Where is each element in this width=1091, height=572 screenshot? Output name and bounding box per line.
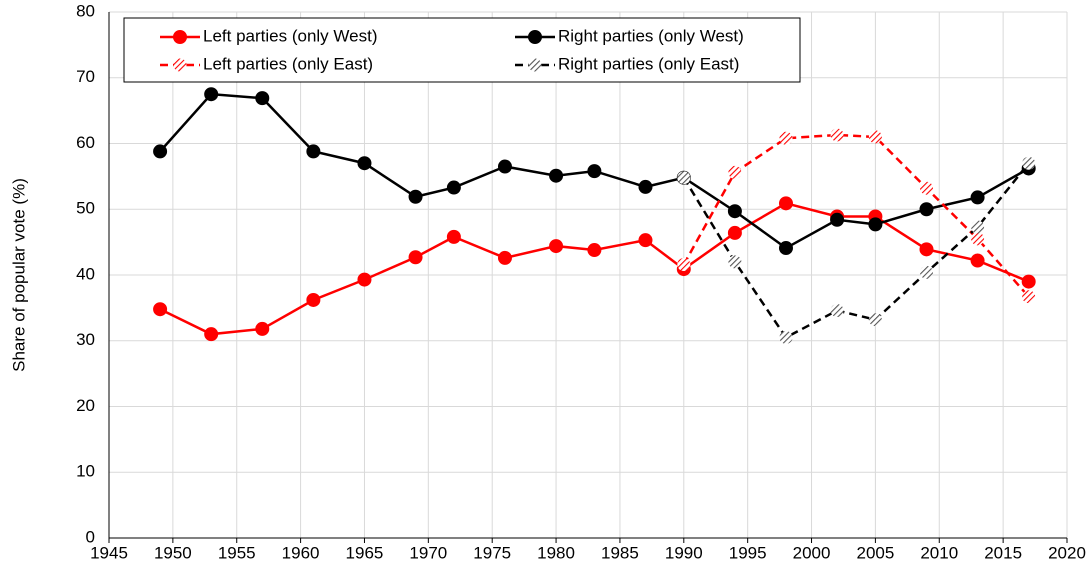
data-point bbox=[1022, 290, 1036, 304]
data-point bbox=[728, 165, 742, 179]
series-line bbox=[682, 133, 1030, 298]
data-point bbox=[357, 156, 372, 171]
legend-marker bbox=[528, 30, 542, 44]
x-tick-label: 1965 bbox=[346, 543, 384, 562]
y-tick-label: 20 bbox=[76, 396, 95, 415]
data-point bbox=[446, 180, 461, 195]
x-tick-label: 1985 bbox=[601, 543, 639, 562]
x-tick-label: 1945 bbox=[90, 543, 128, 562]
x-tick-label: 1950 bbox=[154, 543, 192, 562]
data-point bbox=[727, 225, 742, 240]
data-point bbox=[919, 265, 933, 279]
data-point bbox=[970, 190, 985, 205]
data-point bbox=[971, 220, 985, 234]
data-point bbox=[868, 130, 882, 144]
data-point bbox=[587, 164, 602, 179]
x-tick-label: 1975 bbox=[473, 543, 511, 562]
data-point bbox=[677, 171, 691, 185]
x-tick-label: 2000 bbox=[793, 543, 831, 562]
data-point bbox=[868, 217, 883, 232]
data-point bbox=[255, 321, 270, 336]
data-point bbox=[638, 179, 653, 194]
x-tick-label: 1990 bbox=[665, 543, 703, 562]
data-point bbox=[728, 255, 742, 269]
data-point bbox=[830, 212, 845, 227]
data-point bbox=[204, 327, 219, 342]
y-axis-label: Share of popular vote (%) bbox=[9, 178, 28, 372]
data-point bbox=[868, 313, 882, 327]
data-point bbox=[727, 204, 742, 219]
data-point bbox=[204, 87, 219, 102]
data-point bbox=[778, 196, 793, 211]
x-tick-label: 2010 bbox=[920, 543, 958, 562]
x-tick-label: 1960 bbox=[282, 543, 320, 562]
series-line bbox=[159, 201, 1030, 336]
data-point bbox=[830, 304, 844, 318]
legend-box bbox=[123, 17, 801, 83]
legend-label: Left parties (only West) bbox=[203, 26, 377, 45]
data-point bbox=[446, 229, 461, 244]
y-tick-label: 0 bbox=[86, 527, 95, 546]
x-tick-label: 1995 bbox=[729, 543, 767, 562]
x-tick-label: 2015 bbox=[984, 543, 1022, 562]
data-point bbox=[779, 131, 793, 145]
x-tick-label: 1980 bbox=[537, 543, 575, 562]
x-tick-label: 1970 bbox=[409, 543, 447, 562]
y-tick-label: 10 bbox=[76, 462, 95, 481]
y-tick-label: 50 bbox=[76, 199, 95, 218]
data-point bbox=[153, 144, 168, 159]
data-point bbox=[1022, 156, 1036, 170]
data-point bbox=[549, 239, 564, 254]
legend-marker bbox=[173, 30, 187, 44]
data-point bbox=[153, 302, 168, 317]
data-point bbox=[919, 181, 933, 195]
data-point bbox=[638, 233, 653, 248]
data-point bbox=[971, 232, 985, 246]
data-point bbox=[549, 168, 564, 183]
data-point bbox=[677, 257, 691, 271]
data-point bbox=[306, 144, 321, 159]
y-tick-label: 40 bbox=[76, 264, 95, 283]
data-point bbox=[408, 189, 423, 204]
legend: Left parties (only West) Right parties (o… bbox=[123, 17, 801, 83]
data-point bbox=[306, 292, 321, 307]
data-point bbox=[357, 272, 372, 287]
legend-label: Right parties (only East) bbox=[558, 54, 739, 73]
data-point bbox=[970, 253, 985, 268]
legend-marker bbox=[173, 58, 187, 72]
legend-label: Right parties (only West) bbox=[558, 26, 744, 45]
y-tick-label: 70 bbox=[76, 67, 95, 86]
series-line bbox=[682, 162, 1030, 340]
data-point bbox=[497, 250, 512, 265]
x-tick-label: 2020 bbox=[1048, 543, 1086, 562]
data-point bbox=[778, 241, 793, 256]
data-point bbox=[919, 202, 934, 217]
y-tick-label: 30 bbox=[76, 330, 95, 349]
legend-label: Left parties (only East) bbox=[203, 54, 373, 73]
x-tick-label: 1955 bbox=[218, 543, 256, 562]
y-tick-label: 60 bbox=[76, 133, 95, 152]
data-point bbox=[408, 250, 423, 265]
data-point bbox=[1021, 274, 1036, 289]
y-tick-label: 80 bbox=[76, 1, 95, 20]
data-point bbox=[255, 91, 270, 106]
data-point bbox=[587, 243, 602, 258]
data-point bbox=[919, 242, 934, 257]
data-point bbox=[830, 128, 844, 142]
legend-marker bbox=[528, 58, 542, 72]
x-tick-label: 2005 bbox=[856, 543, 894, 562]
data-point bbox=[497, 159, 512, 174]
data-point bbox=[779, 330, 793, 344]
